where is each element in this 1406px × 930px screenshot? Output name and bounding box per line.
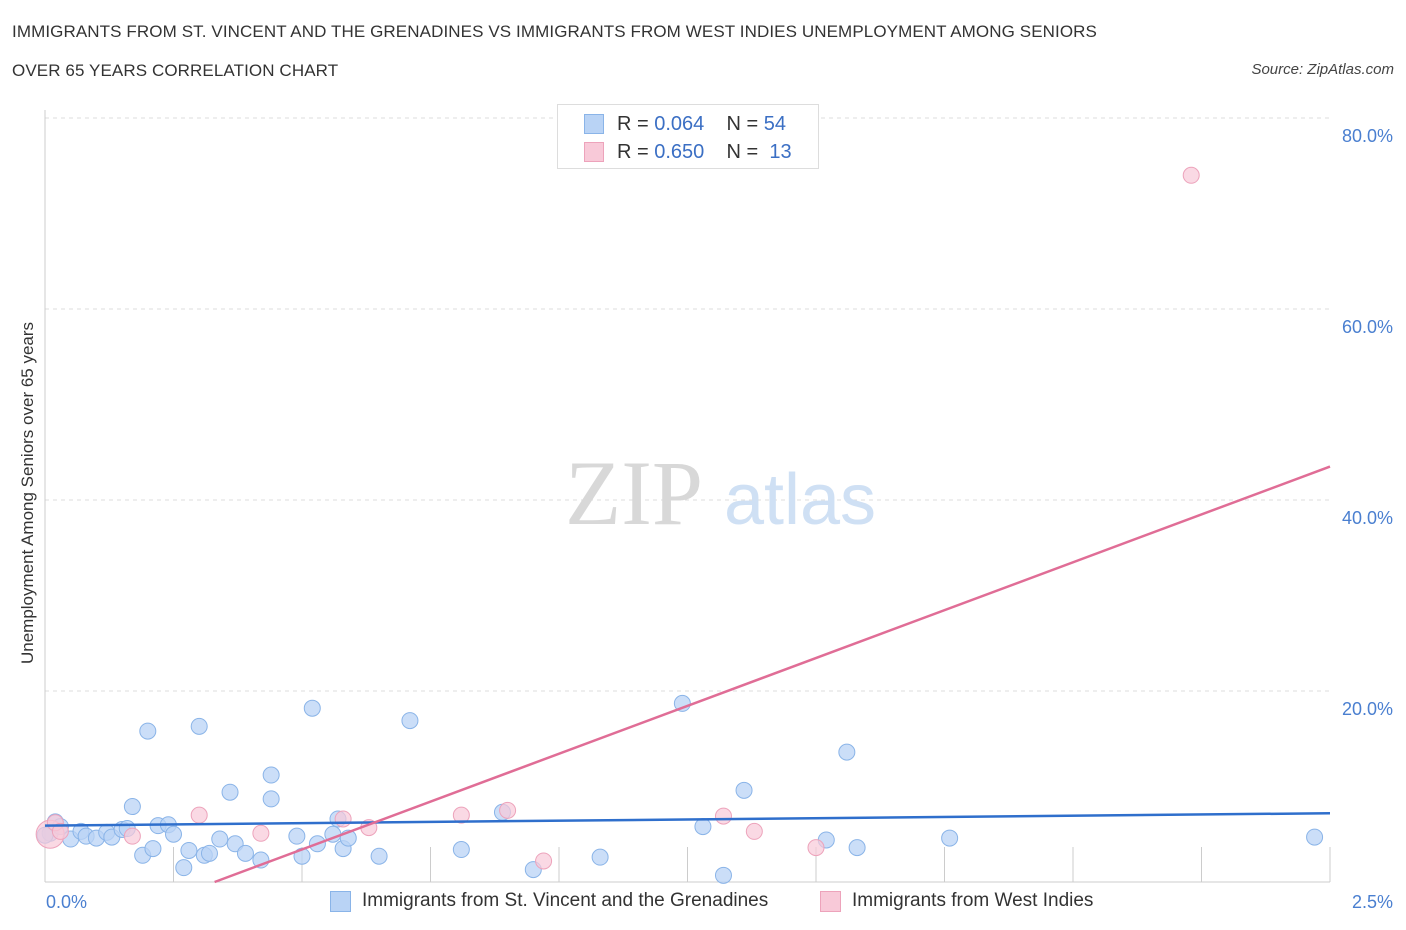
pink-point <box>123 827 141 845</box>
tick-labels: 20.0% 40.0% 60.0% 80.0% 0.0% 2.5% <box>46 126 1393 912</box>
y-axis-label: Unemployment Among Seniors over 65 years <box>18 321 37 665</box>
pink-point <box>535 852 553 870</box>
blue-point <box>221 783 239 801</box>
y-tick-label: 40.0% <box>1342 508 1393 528</box>
series-name-pink: Immigrants from West Indies <box>852 890 1094 911</box>
blue-point <box>1306 828 1324 846</box>
blue-point <box>370 847 388 865</box>
blue-point <box>262 766 280 784</box>
blue-point <box>452 841 470 859</box>
series-swatch-pink <box>820 891 841 912</box>
blue-point <box>714 866 732 884</box>
legend-n-value: 13 <box>769 141 792 163</box>
chart-title-line1: IMMIGRANTS FROM ST. VINCENT AND THE GREN… <box>12 22 1097 41</box>
blue-trend-line <box>44 811 1331 827</box>
grid-lines <box>45 117 1330 692</box>
pink-trend-line <box>214 465 1331 884</box>
blue-point <box>401 712 419 730</box>
y-tick-label: 60.0% <box>1342 317 1393 337</box>
x-tick-label: 2.5% <box>1352 892 1393 912</box>
blue-point <box>165 825 182 843</box>
pink-point <box>252 824 270 842</box>
blue-point <box>591 848 609 866</box>
blue-point <box>735 781 753 799</box>
blue-point <box>139 722 157 740</box>
pink-point <box>499 801 517 819</box>
blue-point <box>848 839 866 857</box>
blue-point <box>941 829 959 847</box>
series-name-blue: Immigrants from St. Vincent and the Gren… <box>362 890 769 911</box>
blue-point <box>211 830 229 848</box>
pink-point <box>452 806 470 824</box>
pink-point <box>1182 166 1200 184</box>
blue-point <box>190 717 208 735</box>
y-tick-label: 80.0% <box>1342 126 1393 146</box>
data-points <box>35 166 1324 884</box>
blue-point <box>694 818 712 836</box>
blue-point <box>200 844 218 862</box>
blue-point <box>838 743 856 761</box>
trend-lines <box>44 465 1331 884</box>
watermark: ZIP atlas <box>565 442 876 544</box>
legend-n-label: N = <box>726 113 764 135</box>
axes <box>44 110 1331 883</box>
pink-point <box>51 822 69 840</box>
legend-swatch-pink <box>584 142 604 162</box>
blue-point <box>288 827 306 845</box>
watermark-atlas: atlas <box>724 460 876 540</box>
pink-point <box>807 839 825 857</box>
pink-point <box>334 810 352 828</box>
legend-r-value: 0.650 <box>654 141 705 163</box>
x-tick-label: 0.0% <box>46 892 87 912</box>
legend-r-label: R = <box>617 141 655 163</box>
pink-point <box>745 822 763 840</box>
blue-point <box>175 859 193 877</box>
watermark-zip: ZIP <box>565 442 703 544</box>
blue-point <box>236 844 254 862</box>
series-swatch-blue <box>330 891 351 912</box>
pink-point <box>714 807 732 825</box>
legend-r-value: 0.064 <box>654 113 705 135</box>
blue-point <box>262 790 280 808</box>
legend-n-label: N = <box>726 141 764 163</box>
blue-point <box>180 841 198 859</box>
legend-n-value: 54 <box>763 113 787 135</box>
blue-point <box>303 699 321 717</box>
legend-swatch-blue <box>584 114 604 134</box>
stats-legend: R = 0.064 N = 54 R = 0.650 N = 13 <box>557 104 819 169</box>
legend-r-label: R = <box>617 113 655 135</box>
blue-point <box>144 840 162 858</box>
source-label: Source: ZipAtlas.com <box>1251 61 1394 78</box>
pink-point <box>190 806 208 824</box>
blue-point <box>123 798 141 816</box>
y-tick-label: 20.0% <box>1342 699 1393 719</box>
chart-title-line2: OVER 65 YEARS CORRELATION CHART <box>12 61 339 80</box>
